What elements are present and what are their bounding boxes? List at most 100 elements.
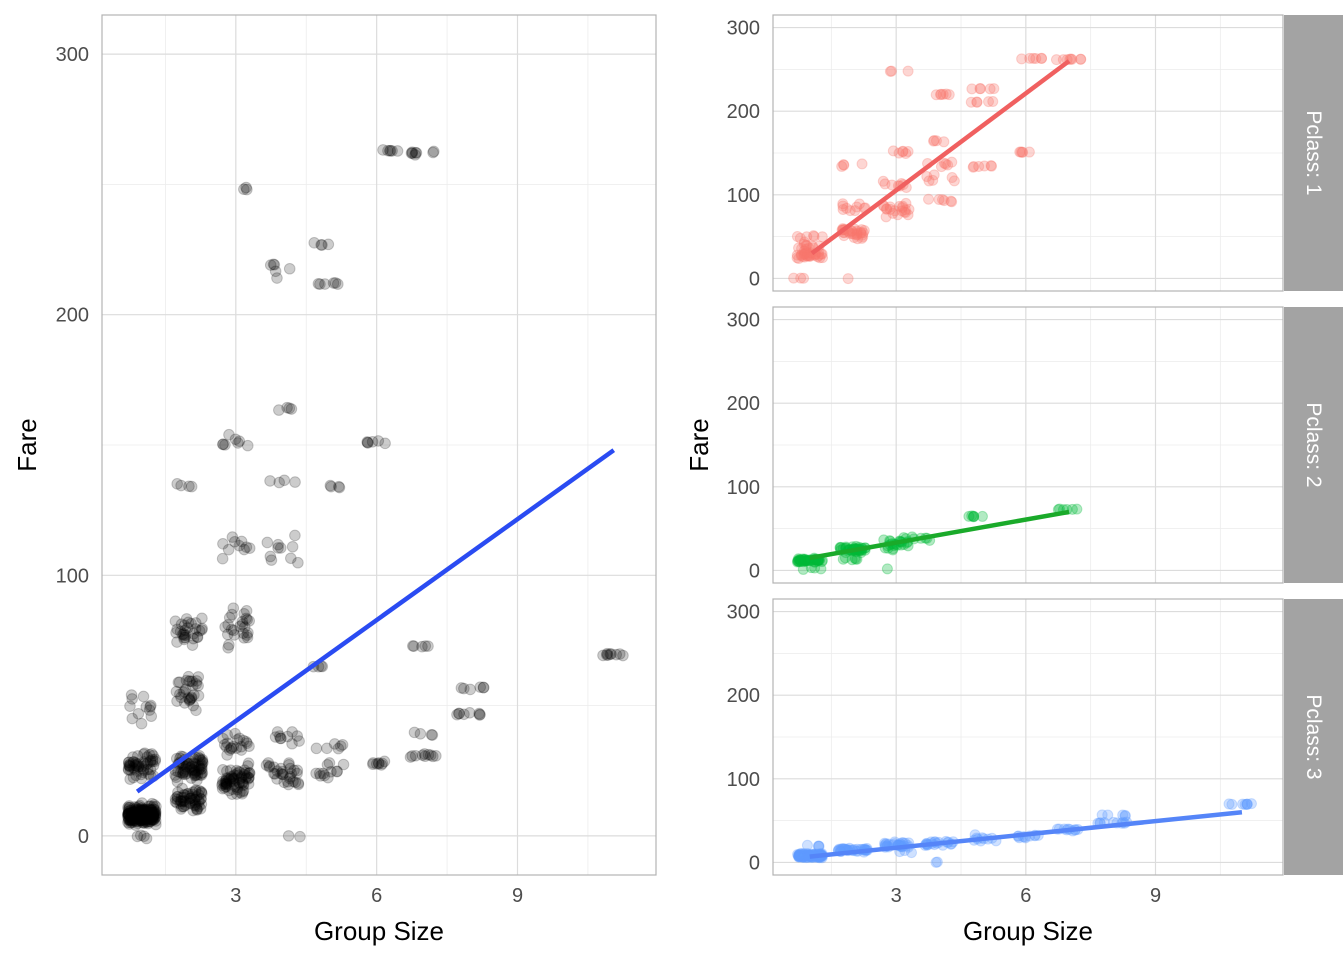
- data-point: [195, 760, 208, 772]
- data-point: [132, 804, 145, 816]
- data-point: [148, 799, 161, 811]
- data-point: [182, 758, 194, 770]
- data-point: [175, 795, 188, 807]
- data-point: [177, 800, 190, 813]
- data-point: [122, 808, 134, 821]
- data-point: [190, 791, 203, 803]
- data-point: [427, 146, 439, 159]
- data-point: [126, 815, 138, 827]
- data-point: [424, 749, 437, 761]
- data-point: [226, 788, 238, 800]
- data-point: [796, 850, 808, 862]
- data-point: [122, 803, 135, 816]
- data-point: [184, 792, 196, 805]
- data-point: [793, 849, 805, 861]
- data-point: [236, 776, 249, 789]
- data-point: [191, 804, 203, 816]
- data-point: [935, 161, 947, 173]
- data-point: [1050, 54, 1062, 66]
- y-tick-label: 100: [56, 565, 89, 587]
- data-point: [219, 621, 231, 633]
- data-point: [798, 849, 810, 861]
- data-point: [184, 790, 196, 803]
- data-point: [143, 704, 156, 716]
- data-point: [793, 242, 805, 254]
- data-point: [134, 803, 147, 816]
- data-point: [127, 812, 139, 825]
- data-point: [225, 623, 238, 636]
- data-point: [228, 629, 241, 641]
- data-point: [176, 782, 188, 795]
- data-point: [189, 796, 201, 809]
- data-point: [191, 631, 204, 643]
- data-point: [126, 808, 138, 820]
- data-point: [137, 804, 149, 817]
- x-tick-label: 9: [512, 885, 523, 907]
- data-point: [146, 806, 158, 819]
- facet-strip: [1284, 599, 1343, 875]
- data-point: [218, 738, 231, 751]
- data-point: [316, 239, 328, 251]
- data-point: [148, 807, 161, 819]
- data-point: [243, 771, 255, 784]
- data-point: [217, 438, 229, 451]
- data-point: [923, 175, 935, 187]
- data-point: [897, 200, 909, 212]
- data-point: [192, 679, 204, 692]
- y-tick-label: 300: [727, 602, 760, 624]
- data-point: [274, 732, 287, 745]
- data-point: [147, 809, 159, 822]
- data-point: [144, 815, 156, 828]
- data-point: [216, 782, 229, 795]
- data-point: [241, 629, 253, 641]
- data-point: [893, 147, 905, 159]
- data-point: [1017, 146, 1029, 158]
- data-point: [600, 649, 613, 661]
- data-point: [928, 134, 940, 146]
- data-point: [841, 202, 853, 214]
- data-point: [146, 814, 158, 826]
- data-point: [123, 804, 136, 817]
- data-point: [179, 795, 192, 808]
- data-point: [938, 136, 950, 148]
- data-point: [180, 767, 192, 780]
- data-point: [935, 88, 947, 100]
- data-point: [887, 145, 899, 157]
- data-point: [792, 555, 804, 567]
- data-point: [292, 556, 304, 569]
- data-point: [180, 629, 192, 642]
- data-point: [193, 794, 205, 807]
- data-point: [149, 809, 162, 822]
- data-point: [273, 404, 285, 416]
- data-point: [1223, 798, 1235, 810]
- data-point: [136, 805, 149, 818]
- data-point: [186, 639, 199, 651]
- data-point: [123, 756, 135, 769]
- data-point: [134, 805, 147, 817]
- data-point: [144, 810, 157, 823]
- data-point: [927, 174, 939, 186]
- data-point: [132, 707, 145, 720]
- data-point: [184, 797, 197, 810]
- data-point: [129, 809, 142, 822]
- data-point: [186, 788, 199, 801]
- data-point: [131, 815, 143, 828]
- data-point: [276, 765, 289, 778]
- data-point: [987, 96, 999, 108]
- data-point: [791, 252, 803, 264]
- data-point: [192, 751, 205, 764]
- data-point: [171, 791, 183, 803]
- data-point: [191, 631, 204, 644]
- data-point: [971, 96, 983, 108]
- data-point: [798, 850, 810, 862]
- data-point: [187, 699, 199, 712]
- data-point: [798, 554, 810, 566]
- data-point: [227, 624, 240, 637]
- data-point: [133, 800, 145, 813]
- data-point: [139, 803, 152, 816]
- data-point: [138, 830, 150, 843]
- data-point: [225, 770, 238, 783]
- data-point: [813, 840, 825, 852]
- data-point: [1241, 798, 1253, 810]
- data-point: [361, 436, 374, 449]
